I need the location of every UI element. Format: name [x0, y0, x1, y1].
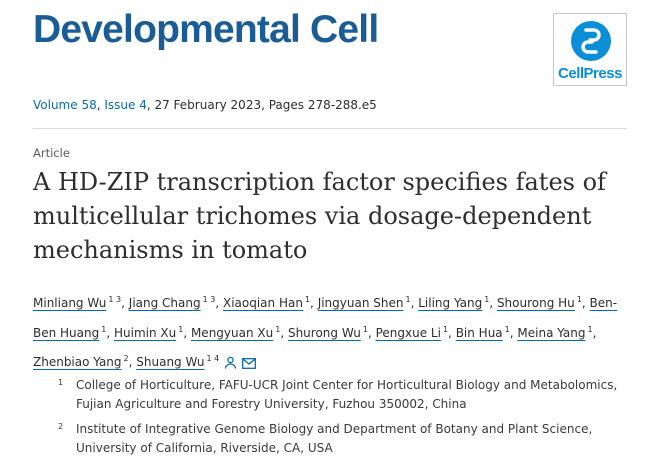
author-name-link[interactable]: Shurong Wu [287, 325, 361, 340]
author-affiliation-sup: 1 3 [108, 295, 122, 304]
author-item: Zhenbiao Yang 2 [33, 354, 129, 369]
author-name-link[interactable]: Zhenbiao Yang [33, 355, 122, 369]
author-item: Shuang Wu 1 4 [136, 354, 220, 369]
affiliation-text: College of Horticulture, FAFU-UCR Joint … [76, 378, 618, 411]
author-affiliation-sup: 1 [178, 324, 184, 334]
author-affiliation-sup: 1 [484, 295, 490, 304]
citation-line: Volume 58, Issue 4, 27 February 2023, Pa… [33, 98, 377, 112]
author-item: Pengxue Li 1 [375, 324, 449, 340]
author-affiliation-sup: 1 [587, 324, 593, 334]
journal-title[interactable]: Developmental Cell [33, 8, 379, 51]
author-name-link[interactable]: Xiaoqian Han [222, 296, 303, 310]
author-separator: , [448, 325, 456, 340]
article-type: Article [33, 146, 70, 160]
author-affiliation-sup: 1 [504, 324, 510, 334]
author-affiliation-sup: 1 3 [202, 295, 216, 304]
volume-link[interactable]: Volume 58 [33, 98, 97, 112]
affiliation-text: Institute of Integrative Genome Biology … [76, 422, 593, 455]
author-item: Liling Yang 1 [418, 295, 490, 310]
author-item: Jingyuan Shen 1 [317, 295, 411, 310]
affiliation-item: 1 College of Horticulture, FAFU-UCR Join… [58, 376, 638, 414]
author-item: Shurong Wu 1 [287, 324, 368, 340]
author-name-link[interactable]: Bin Hua [455, 325, 503, 340]
author-affiliation-sup: 1 [576, 295, 582, 304]
affiliation-number: 1 [58, 378, 64, 387]
author-name-link[interactable]: Mengyuan Xu [190, 325, 274, 340]
author-item: Mengyuan Xu 1 [190, 324, 281, 340]
author-separator: , [592, 325, 597, 340]
author-separator: , [509, 325, 518, 340]
cellpress-logo-text: CellPress [558, 65, 622, 82]
author-name-link[interactable]: Minliang Wu [33, 296, 107, 310]
author-affiliation-sup: 1 4 [206, 354, 220, 363]
issue-link[interactable]: Issue 4 [104, 98, 147, 112]
affiliation-list: 1 College of Horticulture, FAFU-UCR Join… [58, 376, 638, 464]
author-affiliation-sup: 1 [304, 295, 311, 304]
author-separator: , [106, 325, 114, 340]
author-name-link[interactable]: Meina Yang [517, 325, 586, 340]
author-name-link[interactable]: Jiang Chang [128, 296, 201, 310]
author-name-link[interactable]: Ben-Ben Huang [33, 296, 618, 340]
author-separator: , [310, 296, 318, 310]
author-item: Jiang Chang 1 3 [128, 295, 216, 310]
author-name-link[interactable]: Jingyuan Shen [317, 296, 404, 310]
author-affiliation-sup: 1 [101, 324, 107, 334]
author-affiliation-sup: 1 [405, 295, 411, 304]
author-name-link[interactable]: Liling Yang [418, 296, 483, 310]
author-item: Shourong Hu 1 [496, 295, 582, 310]
paper-title: A HD-ZIP transcription factor specifies … [33, 168, 606, 264]
author-item: Minliang Wu 1 3 [33, 295, 122, 310]
author-separator: , [280, 325, 288, 340]
author-separator: , [128, 355, 137, 369]
author-name-link[interactable]: Shuang Wu [136, 355, 205, 369]
author-name-link[interactable]: Shourong Hu [496, 296, 575, 310]
cellpress-logo[interactable]: CellPress [553, 13, 627, 86]
citation-date-pages: , 27 February 2023, Pages 278-288.e5 [146, 98, 377, 112]
person-icon[interactable] [224, 353, 237, 379]
author-separator: , [121, 296, 129, 310]
author-name-link[interactable]: Pengxue Li [375, 325, 441, 340]
author-affiliation-sup: 2 [123, 354, 129, 363]
author-separator: , [367, 325, 376, 340]
header-divider [33, 128, 627, 129]
author-separator: , [489, 296, 497, 310]
author-item: Xiaoqian Han 1 [222, 295, 311, 310]
author-item: Meina Yang 1 [517, 324, 593, 340]
author-item: Ben-Ben Huang 1 [33, 296, 617, 340]
cellpress-logo-icon [571, 21, 611, 61]
citation-separator: , [96, 98, 105, 112]
affiliation-item: 2 Institute of Integrative Genome Biolog… [58, 420, 638, 458]
author-affiliation-sup: 1 [442, 324, 449, 334]
author-affiliation-sup: 1 [362, 324, 368, 334]
author-item: Bin Hua 1 [455, 324, 510, 340]
author-separator: , [183, 325, 191, 340]
author-list: Minliang Wu 1 3, Jiang Chang 1 3, Xiaoqian… [33, 287, 633, 379]
envelope-icon[interactable] [242, 353, 257, 379]
author-item: Huimin Xu 1 [113, 324, 184, 340]
author-separator: , [215, 296, 223, 310]
author-name-link[interactable]: Huimin Xu [113, 325, 177, 340]
affiliation-number: 2 [58, 422, 64, 431]
author-separator: , [410, 296, 419, 310]
author-separator: , [581, 296, 590, 310]
author-affiliation-sup: 1 [275, 324, 281, 334]
